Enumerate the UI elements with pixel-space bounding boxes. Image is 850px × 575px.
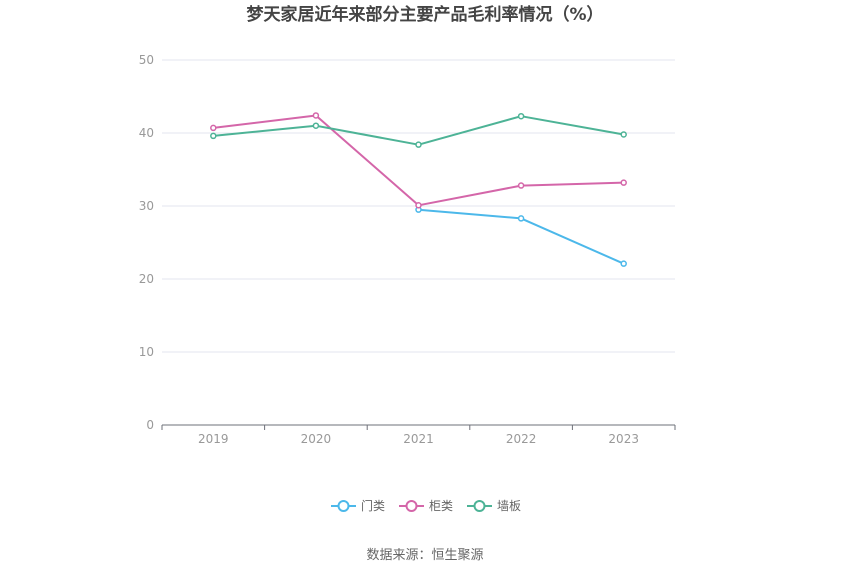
y-tick-label: 40 [139, 126, 154, 140]
data-point[interactable] [210, 132, 217, 140]
y-tick-label: 10 [139, 345, 154, 359]
data-point[interactable] [415, 141, 422, 148]
series-lines [210, 112, 627, 267]
x-tick-label: 2021 [403, 432, 434, 446]
data-point[interactable] [620, 179, 627, 186]
axes: 0 10 20 30 40 50 2019 2020 2021 2022 2023 [139, 53, 676, 446]
x-tick-label: 2020 [301, 432, 332, 446]
chart-title: 梦天家居近年来部分主要产品毛利率情况（%） [246, 4, 603, 25]
legend-label: 柜类 [429, 499, 453, 513]
x-tick-label: 2023 [608, 432, 639, 446]
legend-marker [473, 500, 486, 512]
legend-marker [337, 500, 350, 512]
y-tick-label: 20 [139, 272, 154, 286]
y-tick-label: 30 [139, 199, 154, 213]
legend[interactable]: 门类 柜类 墙板 [331, 498, 521, 513]
legend-item[interactable]: 墙板 [467, 499, 521, 513]
series-0 [415, 206, 627, 267]
data-point[interactable] [620, 260, 627, 267]
legend-item[interactable]: 柜类 [399, 499, 453, 513]
source-note: 数据来源：恒生聚源 [366, 548, 483, 563]
series-2 [210, 112, 627, 148]
x-tick-label: 2022 [506, 432, 537, 446]
legend-label: 门类 [361, 498, 385, 513]
series-1 [210, 112, 627, 209]
data-point[interactable] [210, 124, 217, 132]
data-point[interactable] [312, 122, 320, 129]
legend-label: 墙板 [497, 499, 521, 513]
data-point[interactable] [620, 131, 627, 138]
legend-item[interactable]: 门类 [331, 498, 385, 513]
y-tick-label: 50 [139, 53, 154, 67]
data-point[interactable] [517, 182, 525, 189]
legend-marker [405, 500, 418, 512]
data-point[interactable] [312, 112, 320, 119]
y-tick-label: 0 [146, 418, 154, 432]
data-point[interactable] [517, 215, 525, 222]
data-point[interactable] [517, 112, 525, 120]
x-tick-label: 2019 [198, 432, 229, 446]
data-point[interactable] [415, 202, 422, 209]
